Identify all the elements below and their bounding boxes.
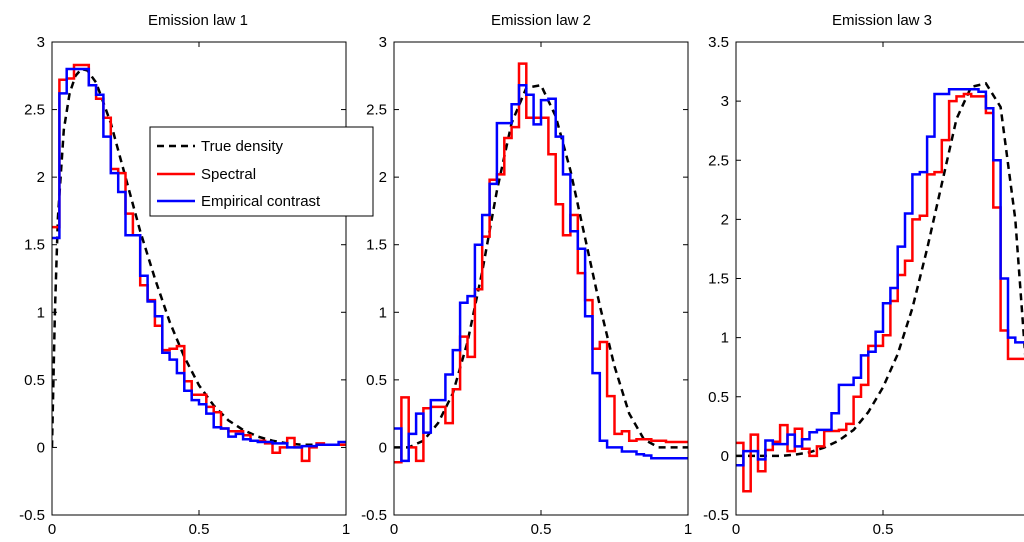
series-line-spectral — [736, 92, 1024, 493]
legend-label-true-density: True density — [201, 138, 283, 155]
y-tick-label: 2.5 — [24, 102, 45, 119]
y-tick-label: 1.5 — [24, 237, 45, 254]
y-tick-label: 1 — [379, 304, 387, 321]
plot-area — [52, 63, 346, 463]
x-tick-label: 1 — [684, 521, 692, 538]
y-tick-label: 2.5 — [366, 102, 387, 119]
chart-title: Emission law 3 — [832, 12, 932, 29]
y-tick-label: 2 — [379, 169, 387, 186]
y-tick-label: 0 — [721, 448, 729, 465]
x-tick-label: 0 — [732, 521, 740, 538]
y-tick-label: 0.5 — [366, 372, 387, 389]
y-tick-label: 1.5 — [708, 271, 729, 288]
y-tick-label: -0.5 — [19, 507, 45, 524]
x-tick-label: 0 — [390, 521, 398, 538]
x-tick-label: 0.5 — [189, 521, 210, 538]
series-line-empirical-contrast — [394, 83, 688, 463]
x-ticks: 00.51 — [732, 42, 894, 538]
y-tick-label: 2 — [37, 169, 45, 186]
subplot-emission-law-3: Emission law 3 -0.500.511.522.533.5 0 0.5… — [703, 12, 1024, 538]
y-tick-label: 1 — [37, 304, 45, 321]
x-tick-label: 0.5 — [873, 521, 894, 538]
x-tick-label: 0.5 — [531, 521, 552, 538]
x-tick-label: 1 — [342, 521, 350, 538]
subplot-emission-law-2: Emission law 2 -0.500.511.522.53 0 0.5 1 — [361, 12, 692, 538]
plot-area — [736, 81, 1024, 493]
series-line-true-density — [394, 83, 688, 449]
legend: True density Spectral Empirical contrast — [149, 126, 374, 217]
y-tick-label: 2.5 — [708, 152, 729, 169]
series-line-true-density — [52, 67, 346, 448]
legend-label-spectral: Spectral — [201, 166, 256, 183]
y-tick-label: -0.5 — [703, 507, 729, 524]
series-line-true-density — [736, 81, 1024, 458]
chart-title: Emission law 2 — [491, 12, 591, 29]
y-ticks: -0.5 0 0.5 1 1.5 2 2.5 3 — [19, 34, 346, 524]
y-tick-label: 3 — [721, 93, 729, 110]
y-tick-label: 3.5 — [708, 34, 729, 51]
y-tick-label: 2 — [721, 211, 729, 228]
plot-area — [394, 62, 688, 464]
y-ticks: -0.5 0 0.5 1 1.5 2 2.5 3 3.5 — [703, 34, 741, 524]
axes-frame — [51, 41, 347, 516]
y-tick-label: 0 — [379, 439, 387, 456]
y-tick-label: 1 — [721, 330, 729, 347]
y-tick-label: 0 — [37, 439, 45, 456]
series-line-empirical-contrast — [736, 88, 1024, 467]
y-tick-label: 1.5 — [366, 237, 387, 254]
y-tick-label: -0.5 — [361, 507, 387, 524]
legend-label-empirical-contrast: Empirical contrast — [201, 193, 321, 210]
chart-title: Emission law 1 — [148, 12, 248, 29]
subplot-emission-law-1: Emission law 1 -0.500.511.522.53 0 0.5 1 T… — [19, 12, 374, 538]
y-tick-label: 3 — [379, 34, 387, 51]
y-tick-label: 0.5 — [708, 389, 729, 406]
y-tick-label: 0.5 — [24, 372, 45, 389]
y-ticks: -0.5 0 0.5 1 1.5 2 2.5 3 — [361, 34, 688, 524]
x-tick-label: 0 — [48, 521, 56, 538]
y-tick-label: 3 — [37, 34, 45, 51]
series-line-empirical-contrast — [52, 67, 346, 449]
